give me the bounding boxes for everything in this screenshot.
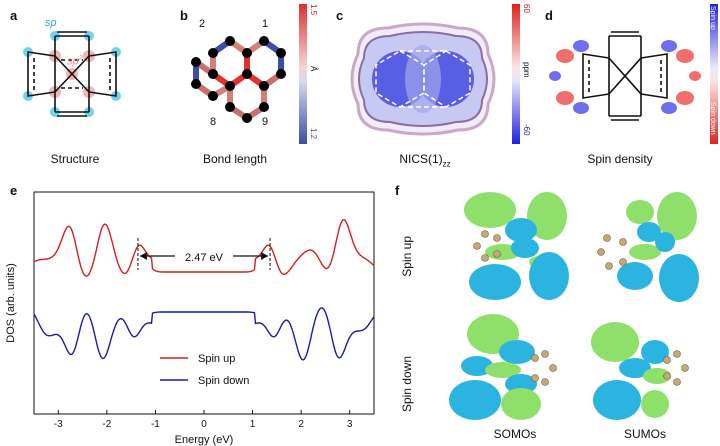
- bond-length-diagram: [191, 36, 286, 123]
- x-tick-label: 1: [250, 419, 256, 430]
- x-tick-label: 2: [298, 419, 304, 430]
- nics-caption-text: NICS(1): [399, 152, 443, 166]
- bond-colorbar-min: 1.2: [309, 128, 318, 140]
- gap-arrow-left-head: [139, 252, 147, 260]
- dos-xlabel: Energy (eV): [175, 434, 234, 446]
- sumo-spin-up-orbital: [597, 192, 699, 302]
- panel-c-label: c: [336, 8, 344, 23]
- nics-colorbar-unit: ppm: [522, 62, 531, 78]
- nics-caption: NICS(1)zz: [370, 152, 480, 168]
- atom-label-2: 2: [199, 18, 206, 30]
- nics-colorbar-min: -60: [522, 124, 531, 136]
- spin-up-series: [33, 218, 375, 277]
- somo-spin-down-orbital: [449, 314, 557, 420]
- panel-b-label: b: [180, 8, 188, 23]
- nics-colorbar-max: 60: [522, 4, 531, 13]
- spin-colorbar: [710, 4, 718, 144]
- dos-ylabel: DOS (arb. units): [5, 263, 17, 342]
- structure-bonds: [27, 31, 117, 117]
- bond-length-caption: Bond length: [202, 152, 268, 166]
- legend-spin-up-label: Spin up: [198, 353, 235, 365]
- atom-label-8: 8: [210, 116, 217, 128]
- bond-length-colorbar: [299, 4, 307, 144]
- dos-chart: -3 -2 -1 0 1 2 3 Energy (eV) DOS (arb. units) …: [5, 191, 375, 446]
- x-tick-label: -1: [151, 419, 160, 430]
- spin-colorbar-bottom: Spin down: [709, 102, 716, 135]
- x-tick-label: -3: [54, 419, 63, 430]
- spin-down-series: [33, 307, 375, 361]
- panel-d-label: d: [545, 8, 553, 23]
- row-label-spin-down: Spin down: [400, 356, 414, 413]
- sp-label: sp: [45, 17, 57, 29]
- dos-gap-annotation: [137, 238, 271, 270]
- panel-a-label: a: [10, 8, 18, 23]
- bond-colorbar-max: 1.5: [309, 4, 318, 16]
- spin-density-caption: Spin density: [587, 152, 653, 166]
- dos-ticks: -3 -2 -1 0 1 2 3: [54, 410, 353, 430]
- sp2-label-base: sp: [67, 55, 79, 68]
- dos-gap-label: 2.47 eV: [185, 252, 224, 264]
- somo-spin-up-orbital: [464, 192, 569, 300]
- spin-colorbar-top: Spin up: [709, 6, 716, 30]
- x-tick-label: 0: [201, 419, 207, 430]
- sp2-label-sup: 2: [78, 55, 83, 62]
- col-label-sumos: SUMOs: [624, 427, 666, 441]
- panel-f-label: f: [395, 183, 400, 198]
- atom-label-1: 1: [262, 18, 269, 30]
- row-label-spin-up: Spin up: [400, 236, 414, 277]
- panel-e-label: e: [10, 183, 18, 198]
- x-tick-label: 3: [347, 419, 353, 430]
- legend-spin-down-label: Spin down: [198, 375, 249, 387]
- dos-lines: [33, 218, 375, 361]
- nics-colorbar: [512, 4, 520, 144]
- x-tick-label: -2: [102, 419, 111, 430]
- gap-arrow-right-head: [261, 252, 269, 260]
- spin-density-map: [549, 31, 701, 121]
- atom-label-9: 9: [262, 116, 269, 128]
- bond-colorbar-unit: Å: [309, 66, 318, 72]
- col-label-somos: SOMOs: [493, 427, 537, 441]
- sumo-spin-down-orbital: [591, 322, 689, 420]
- sp2-label: sp2: [67, 55, 83, 68]
- structure-caption: Structure: [50, 152, 100, 166]
- nics-caption-sub: zz: [442, 159, 451, 169]
- structure-diagram: [23, 31, 121, 117]
- nics-map: [350, 22, 496, 136]
- dos-legend: Spin up Spin down: [160, 353, 249, 387]
